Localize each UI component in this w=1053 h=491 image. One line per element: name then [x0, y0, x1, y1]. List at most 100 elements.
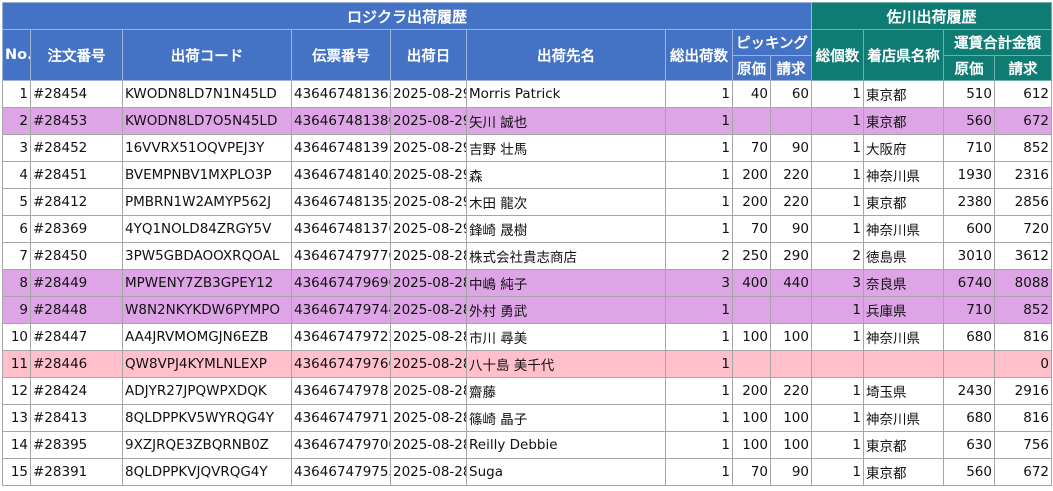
- cell-ship-date[interactable]: 2025-08-28: [390, 242, 467, 270]
- cell-picking-bill[interactable]: 90: [770, 215, 812, 243]
- cell-pref[interactable]: 東京都: [863, 80, 944, 108]
- cell-ship-date[interactable]: 2025-08-28: [390, 269, 467, 297]
- cell-slip-no[interactable]: 436467479700: [291, 431, 391, 459]
- cell-ship-date[interactable]: 2025-08-29: [390, 107, 467, 135]
- cell-ship-code[interactable]: 9XZJRQE3ZBQRNB0Z: [122, 431, 292, 459]
- cell-slip-no[interactable]: 436467479755: [291, 458, 391, 486]
- cell-total-pieces[interactable]: 2: [811, 242, 864, 270]
- cell-order-no[interactable]: #28453: [30, 107, 123, 135]
- cell-picking-cost[interactable]: 400: [732, 269, 771, 297]
- table-row[interactable]: 14 #28395 9XZJRQE3ZBQRNB0Z 436467479700 2025…: [2, 431, 1053, 459]
- cell-picking-bill[interactable]: [770, 296, 812, 324]
- cell-picking-cost[interactable]: 200: [732, 377, 771, 405]
- cell-freight-cost[interactable]: [943, 350, 995, 378]
- cell-ship-code[interactable]: ADJYR27JPQWPXDQK: [122, 377, 292, 405]
- cell-ship-date[interactable]: 2025-08-28: [390, 458, 467, 486]
- cell-picking-bill[interactable]: 100: [770, 431, 812, 459]
- cell-ship-date[interactable]: 2025-08-28: [390, 377, 467, 405]
- cell-destination[interactable]: 鋒崎 晟樹: [466, 215, 666, 243]
- cell-ship-code[interactable]: 3PW5GBDAOOXRQOAL: [122, 242, 292, 270]
- cell-freight-bill[interactable]: 3612: [993, 242, 1053, 270]
- cell-ship-code[interactable]: 16VVRX51OQVPEJ3Y: [122, 134, 292, 162]
- cell-total-qty[interactable]: 2: [665, 242, 733, 270]
- cell-pref[interactable]: 大阪府: [863, 134, 944, 162]
- cell-freight-bill[interactable]: 0: [993, 350, 1053, 378]
- cell-slip-no[interactable]: 436467479722: [291, 323, 391, 351]
- cell-total-qty[interactable]: 1: [665, 161, 733, 189]
- cell-order-no[interactable]: #28424: [30, 377, 123, 405]
- cell-picking-bill[interactable]: [770, 350, 812, 378]
- cell-destination[interactable]: 森: [466, 161, 666, 189]
- cell-ship-date[interactable]: 2025-08-29: [390, 215, 467, 243]
- cell-destination[interactable]: 吉野 壮馬: [466, 134, 666, 162]
- cell-pref[interactable]: 東京都: [863, 458, 944, 486]
- cell-destination[interactable]: 木田 龍次: [466, 188, 666, 216]
- cell-total-qty[interactable]: 1: [665, 107, 733, 135]
- cell-freight-bill[interactable]: 612: [993, 80, 1053, 108]
- table-row[interactable]: 11 #28446 QW8VPJ4KYMLNLEXP 436467479766 2025…: [2, 350, 1053, 378]
- cell-total-qty[interactable]: 3: [665, 269, 733, 297]
- cell-ship-code[interactable]: 4YQ1NOLD84ZRGY5V: [122, 215, 292, 243]
- cell-destination[interactable]: 株式会社貴志商店: [466, 242, 666, 270]
- cell-ship-date[interactable]: 2025-08-28: [390, 404, 467, 432]
- cell-freight-bill[interactable]: 852: [993, 134, 1053, 162]
- cell-order-no[interactable]: #28452: [30, 134, 123, 162]
- cell-order-no[interactable]: #28369: [30, 215, 123, 243]
- cell-total-pieces[interactable]: 1: [811, 404, 864, 432]
- cell-freight-cost[interactable]: 630: [943, 431, 995, 459]
- cell-picking-cost[interactable]: 200: [732, 161, 771, 189]
- table-row[interactable]: 10 #28447 AA4JRVMOMGJN6EZB 436467479722 2025…: [2, 323, 1053, 351]
- cell-ship-date[interactable]: 2025-08-29: [390, 80, 467, 108]
- cell-destination[interactable]: Suga: [466, 458, 666, 486]
- cell-order-no[interactable]: #28450: [30, 242, 123, 270]
- cell-freight-bill[interactable]: 8088: [993, 269, 1053, 297]
- cell-picking-bill[interactable]: [770, 107, 812, 135]
- cell-ship-code[interactable]: BVEMPNBV1MXPLO3P: [122, 161, 292, 189]
- cell-slip-no[interactable]: 436467481354: [291, 188, 391, 216]
- cell-ship-date[interactable]: 2025-08-28: [390, 431, 467, 459]
- cell-freight-cost[interactable]: 710: [943, 134, 995, 162]
- table-row[interactable]: 9 #28448 W8N2NKYKDW6PYMPO 436467479744 2025-…: [2, 296, 1053, 324]
- cell-total-pieces[interactable]: 1: [811, 431, 864, 459]
- cell-total-pieces[interactable]: 1: [811, 377, 864, 405]
- cell-picking-cost[interactable]: 200: [732, 188, 771, 216]
- table-row[interactable]: 1 #28454 KWODN8LD7N1N45LD 436467481365 2025-…: [2, 80, 1053, 108]
- cell-pref[interactable]: 神奈川県: [863, 404, 944, 432]
- table-row[interactable]: 12 #28424 ADJYR27JPQWPXDQK 436467479781 2025…: [2, 377, 1053, 405]
- cell-pref[interactable]: 埼玉県: [863, 377, 944, 405]
- table-row[interactable]: 13 #28413 8QLDPPKV5WYRQG4Y 436467479711 2025…: [2, 404, 1053, 432]
- cell-slip-no[interactable]: 436467479744: [291, 296, 391, 324]
- cell-freight-bill[interactable]: 2856: [993, 188, 1053, 216]
- cell-total-qty[interactable]: 1: [665, 80, 733, 108]
- cell-total-qty[interactable]: 1: [665, 458, 733, 486]
- cell-ship-code[interactable]: KWODN8LD7O5N45LD: [122, 107, 292, 135]
- cell-total-pieces[interactable]: [811, 350, 864, 378]
- cell-picking-bill[interactable]: 100: [770, 404, 812, 432]
- table-row[interactable]: 3 #28452 16VVRX51OQVPEJ3Y 436467481391 2025-…: [2, 134, 1053, 162]
- cell-slip-no[interactable]: 436467481365: [291, 80, 391, 108]
- cell-no[interactable]: 6: [2, 215, 31, 243]
- cell-slip-no[interactable]: 436467479711: [291, 404, 391, 432]
- cell-no[interactable]: 1: [2, 80, 31, 108]
- cell-ship-code[interactable]: W8N2NKYKDW6PYMPO: [122, 296, 292, 324]
- cell-total-pieces[interactable]: 1: [811, 80, 864, 108]
- cell-picking-bill[interactable]: 440: [770, 269, 812, 297]
- cell-freight-cost[interactable]: 2430: [943, 377, 995, 405]
- cell-picking-bill[interactable]: 90: [770, 458, 812, 486]
- cell-freight-cost[interactable]: 560: [943, 107, 995, 135]
- cell-freight-cost[interactable]: 560: [943, 458, 995, 486]
- cell-picking-cost[interactable]: [732, 350, 771, 378]
- col-header-ship-code[interactable]: 出荷コード: [122, 29, 292, 81]
- col-header-ship-date[interactable]: 出荷日: [390, 29, 467, 81]
- cell-ship-date[interactable]: 2025-08-29: [390, 161, 467, 189]
- cell-slip-no[interactable]: 436467479781: [291, 377, 391, 405]
- cell-destination[interactable]: 齋藤: [466, 377, 666, 405]
- cell-freight-bill[interactable]: 816: [993, 323, 1053, 351]
- cell-destination[interactable]: 外村 勇武: [466, 296, 666, 324]
- cell-total-pieces[interactable]: 3: [811, 269, 864, 297]
- cell-ship-code[interactable]: AA4JRVMOMGJN6EZB: [122, 323, 292, 351]
- col-header-pref[interactable]: 着店県名称: [863, 29, 944, 81]
- cell-total-pieces[interactable]: 1: [811, 323, 864, 351]
- cell-total-qty[interactable]: 1: [665, 296, 733, 324]
- cell-order-no[interactable]: #28391: [30, 458, 123, 486]
